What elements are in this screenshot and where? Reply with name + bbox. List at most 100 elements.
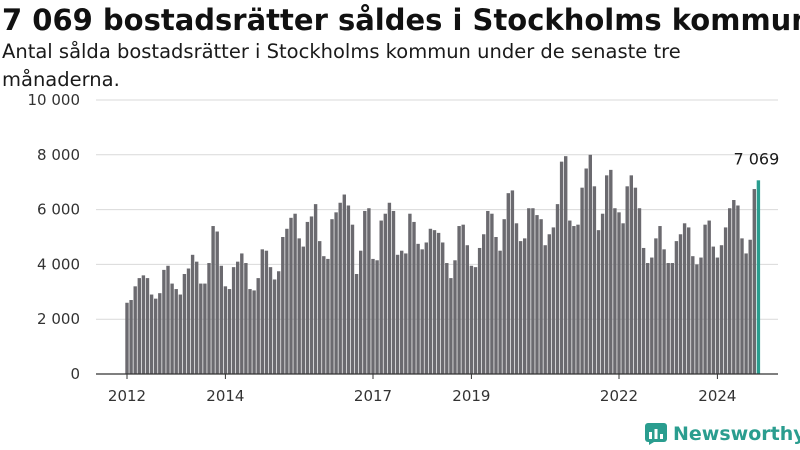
bar [367, 208, 371, 374]
bar [543, 245, 547, 374]
bar [691, 256, 695, 374]
bar [596, 230, 601, 374]
bar [728, 208, 732, 374]
bar [149, 294, 154, 374]
bar-latest [756, 180, 761, 374]
bar [334, 212, 338, 374]
bar [313, 204, 318, 374]
bar [141, 275, 146, 374]
bar [654, 238, 658, 374]
bar [658, 226, 662, 374]
bar [309, 216, 314, 374]
bar [732, 200, 736, 374]
bar [359, 250, 363, 374]
bar [137, 278, 141, 374]
bar [231, 267, 236, 374]
bar [486, 210, 490, 374]
bar [510, 190, 515, 374]
bar [260, 249, 264, 374]
bar [736, 205, 740, 374]
bar [490, 213, 494, 374]
bar [428, 228, 433, 374]
bar [416, 243, 420, 374]
bar [498, 250, 502, 374]
bar [256, 278, 260, 374]
bar [633, 187, 638, 374]
bar [555, 204, 560, 374]
bar [293, 213, 297, 374]
bar [252, 290, 256, 374]
bar [236, 261, 240, 374]
bar [178, 294, 182, 374]
bar [346, 205, 351, 374]
bar [584, 168, 588, 374]
bar [535, 215, 539, 374]
bar [326, 258, 330, 374]
x-tick-label: 2024 [698, 387, 736, 405]
bar [494, 237, 498, 374]
bar [408, 213, 412, 374]
bar [318, 241, 322, 374]
bar [514, 223, 519, 374]
x-tick-label: 2022 [600, 387, 638, 405]
bar [354, 273, 359, 374]
bar [227, 289, 232, 374]
bar [564, 156, 568, 374]
bar [744, 253, 748, 374]
bar [539, 219, 543, 374]
bar [572, 226, 576, 374]
bar [281, 237, 285, 374]
bar [699, 257, 703, 374]
y-tick-label: 10 000 [28, 91, 81, 109]
bar [375, 260, 379, 374]
newsworthy-chart-icon [645, 423, 667, 445]
x-tick-label: 2012 [108, 387, 146, 405]
bar [383, 213, 387, 374]
bar [449, 278, 453, 374]
y-tick-label: 8 000 [37, 146, 80, 164]
bar [186, 268, 191, 374]
bar [400, 250, 404, 374]
bar [711, 246, 715, 374]
bar [666, 263, 670, 374]
bar [268, 267, 273, 374]
bar [588, 154, 592, 374]
y-tick-label: 2 000 [37, 310, 80, 328]
bar [190, 254, 195, 374]
bar [719, 245, 724, 374]
bar [363, 210, 367, 374]
bar [285, 228, 289, 374]
bar [646, 263, 650, 374]
bar [670, 263, 674, 374]
bar [678, 234, 683, 374]
bar [371, 258, 375, 374]
bar [211, 226, 215, 374]
bar [465, 245, 469, 374]
bar [531, 208, 535, 374]
bar [559, 161, 564, 374]
bar [473, 267, 478, 374]
bar [277, 271, 281, 374]
bar [527, 208, 531, 374]
y-axis-ticks: 0 2 000 4 000 6 000 8 000 10 000 [28, 91, 81, 383]
y-tick-label: 6 000 [37, 201, 80, 219]
bar [568, 220, 572, 374]
bar [609, 169, 613, 374]
bar [391, 210, 396, 374]
bar [330, 219, 334, 374]
bar [195, 261, 199, 374]
bar [625, 186, 629, 374]
bar [158, 293, 162, 374]
y-tick-label: 4 000 [37, 255, 80, 273]
bar [506, 193, 510, 374]
bar [551, 227, 556, 374]
bar [387, 202, 392, 374]
bar [703, 224, 707, 374]
bar [199, 283, 203, 374]
bar [125, 302, 129, 374]
bar [441, 242, 445, 374]
bar [182, 273, 187, 374]
bar [461, 224, 465, 374]
bar [248, 289, 252, 374]
